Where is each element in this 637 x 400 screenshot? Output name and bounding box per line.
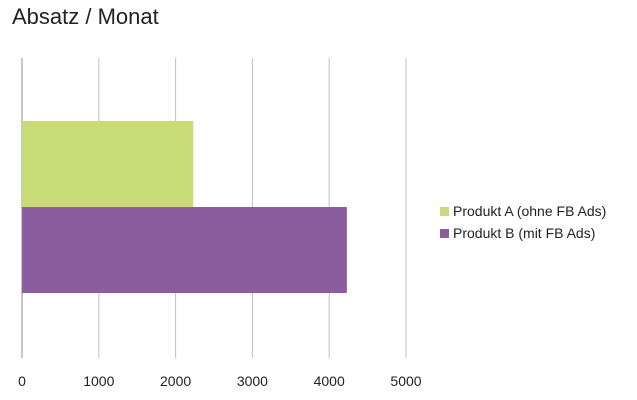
bar-produkt-a [22,121,194,207]
bars [22,121,347,293]
legend-label-produkt-a: Produkt A (ohne FB Ads) [453,203,607,219]
x-tick-label-4000: 4000 [314,373,345,389]
x-tick-label-2000: 2000 [160,373,191,389]
legend-item-produkt-b: Produkt B (mit FB Ads) [440,222,606,244]
x-axis-tick-labels: 0 1000 2000 3000 4000 5000 [18,373,422,389]
legend-swatch-produkt-a [440,206,449,216]
legend: Produkt A (ohne FB Ads) Produkt B (mit F… [440,200,606,244]
bar-produkt-b [22,207,347,293]
legend-label-produkt-b: Produkt B (mit FB Ads) [453,225,596,241]
legend-item-produkt-a: Produkt A (ohne FB Ads) [440,200,606,222]
x-tick-label-3000: 3000 [237,373,268,389]
legend-swatch-produkt-b [440,228,449,238]
x-tick-label-0: 0 [18,373,26,389]
chart-title: Absatz / Monat [12,4,159,29]
x-tick-label-1000: 1000 [83,373,114,389]
x-tick-label-5000: 5000 [390,373,421,389]
